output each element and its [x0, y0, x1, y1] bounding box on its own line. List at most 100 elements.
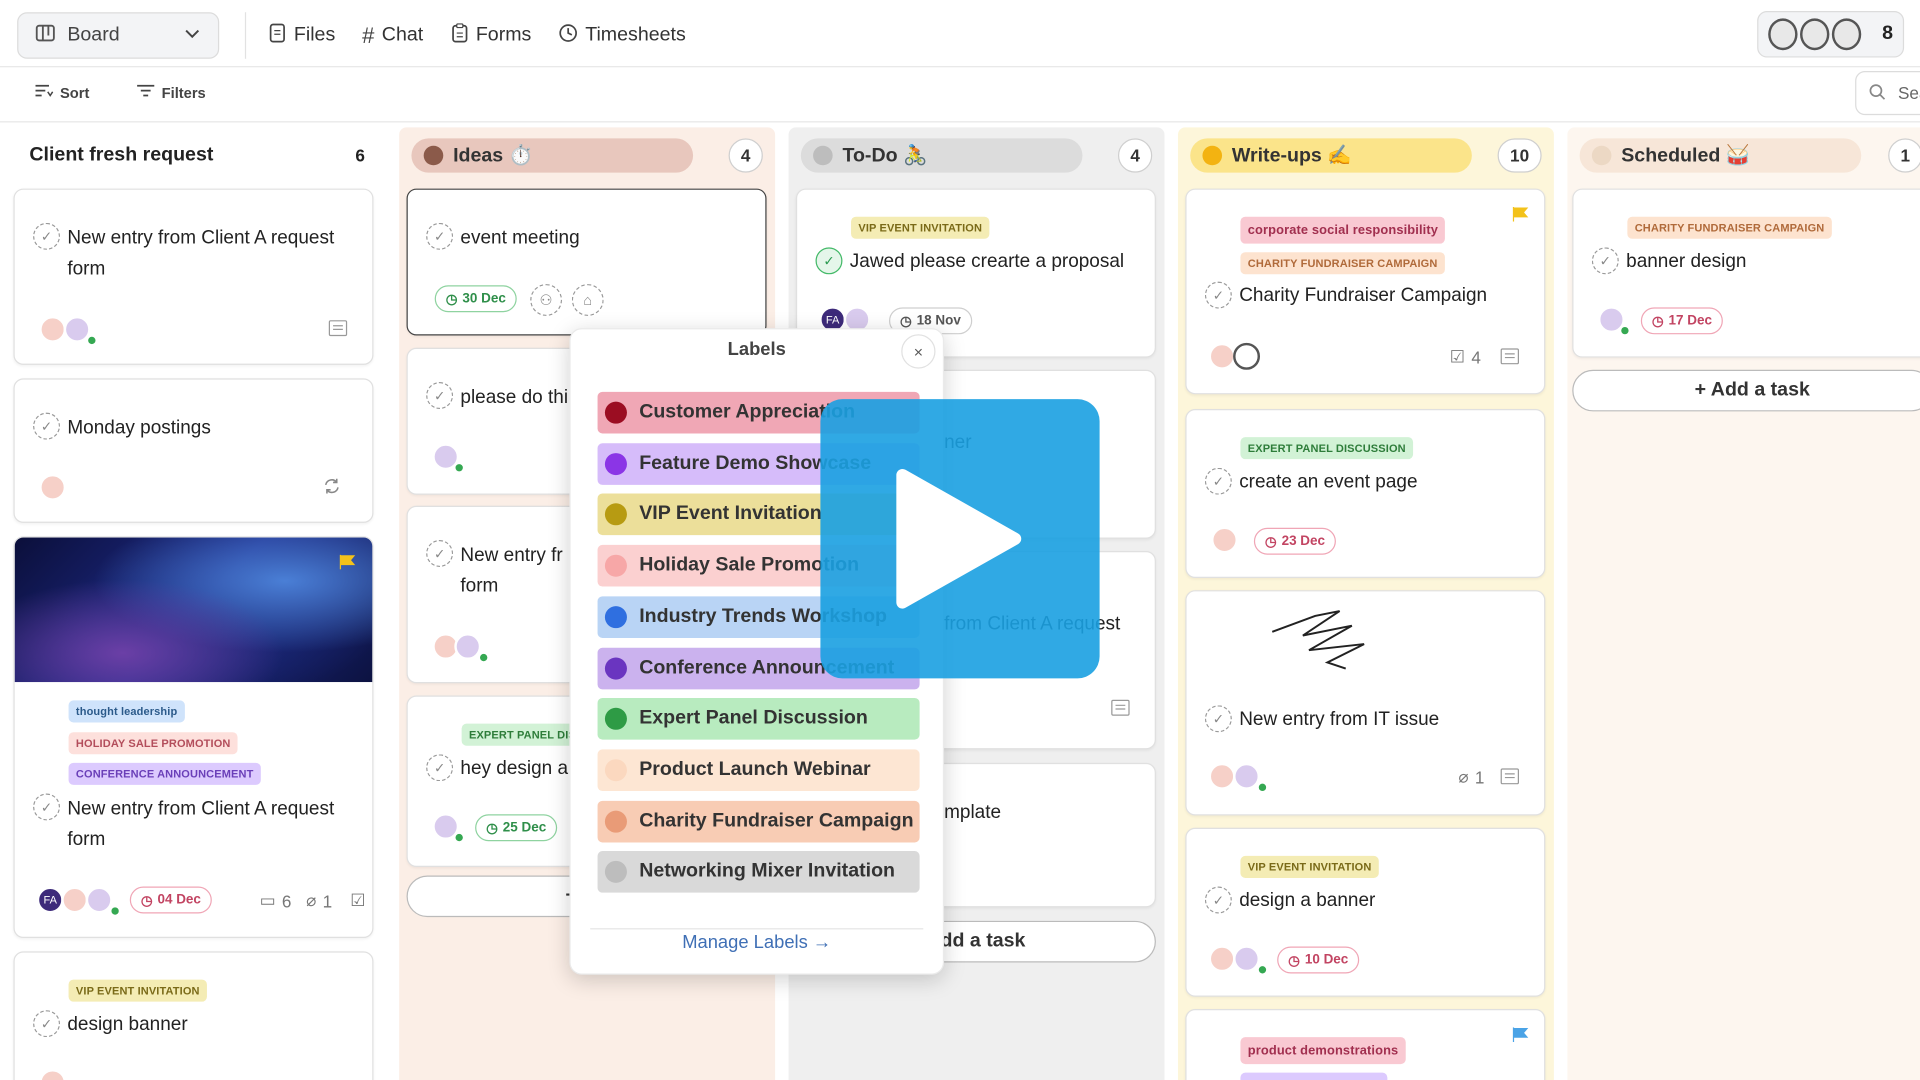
manage-labels-link[interactable]: Manage Labels → — [571, 932, 943, 953]
card-title: New entry from Client A request form — [67, 227, 335, 280]
column-title: Client fresh request — [29, 144, 214, 166]
task-card[interactable]: CHARITY FUNDRAISER CAMPAIGN ✓ banner des… — [1572, 188, 1920, 358]
task-card[interactable]: thought leadership HOLIDAY SALE PROMOTIO… — [13, 536, 374, 938]
attachments-count: ⌀ 1 — [306, 890, 332, 911]
attachments-count: ⌀ 1 — [1458, 767, 1484, 788]
checkmark-icon[interactable]: ✓ — [1204, 705, 1232, 733]
due-date[interactable]: ◷ 17 Dec — [1640, 307, 1723, 335]
task-card[interactable]: VIP EVENT INVITATION ✓ design banner — [13, 951, 374, 1080]
clock-icon — [558, 23, 578, 49]
label-option[interactable]: Product Launch Webinar — [597, 749, 920, 791]
column-pill[interactable]: Scheduled 🥁 — [1579, 138, 1862, 173]
avatar — [39, 473, 67, 501]
task-card[interactable]: ✓ New entry from Client A request form — [13, 188, 374, 365]
checkmark-icon[interactable]: ✓ — [1204, 281, 1232, 309]
nav-chat[interactable]: # Chat — [362, 23, 423, 49]
label-color-dot — [604, 605, 627, 628]
label-option[interactable]: Expert Panel Discussion — [597, 698, 920, 740]
checkmark-icon[interactable]: ✓ — [426, 540, 454, 567]
due-date-text: 18 Nov — [916, 313, 961, 329]
nav-timesheets[interactable]: Timesheets — [558, 23, 686, 49]
label-color-dot — [604, 452, 627, 475]
online-indicator — [86, 335, 97, 346]
checkmark-icon[interactable]: ✓ — [1204, 886, 1232, 914]
checkmark-icon[interactable]: ✓ — [426, 754, 454, 782]
members-button[interactable]: 8 — [1757, 11, 1905, 58]
avatar — [1831, 18, 1862, 51]
assign-user-icon[interactable]: ⚇ — [530, 284, 563, 316]
due-date[interactable]: ◷ 30 Dec — [434, 285, 517, 313]
checkmark-icon[interactable]: ✓ — [1204, 467, 1232, 495]
label-option[interactable]: Networking Mixer Invitation — [597, 851, 920, 894]
video-play-button[interactable] — [820, 399, 1100, 679]
column-pill[interactable]: To-Do 🚴 — [800, 138, 1083, 173]
due-date-text: 17 Dec — [1668, 313, 1712, 329]
flag-icon[interactable] — [339, 554, 356, 570]
task-card[interactable]: ✓ New entry from IT issue ⌀ 1 — [1185, 590, 1546, 816]
checkmark-icon[interactable]: ✓ — [815, 247, 843, 275]
due-date[interactable]: ◷ 10 Dec — [1277, 946, 1360, 974]
avatar — [1768, 18, 1798, 51]
hash-icon: # — [362, 22, 375, 48]
card-title: New entry from IT issue — [1239, 708, 1440, 730]
card-title: design a banner — [1239, 890, 1376, 912]
due-date[interactable]: ◷ 23 Dec — [1253, 527, 1337, 555]
checkmark-icon[interactable]: ✓ — [33, 222, 61, 250]
label-color-dot — [604, 810, 627, 833]
nav-forms[interactable]: Forms — [450, 22, 531, 49]
checklist-icon: ☑ — [350, 890, 366, 910]
online-indicator — [1257, 782, 1268, 793]
filters-button[interactable]: Filters — [136, 82, 206, 103]
flag-icon[interactable] — [1512, 1027, 1529, 1043]
task-card[interactable]: VIP EVENT INVITATION ✓ design a banner ◷… — [1185, 827, 1546, 997]
column-client-fresh-request: Client fresh request 6 ✓ New entry from … — [0, 127, 390, 1080]
clock-icon: ◷ — [140, 893, 153, 908]
label-name: Holiday Sale Promotion — [639, 554, 860, 576]
due-date[interactable]: ◷ 25 Dec — [475, 814, 558, 842]
tag-icon[interactable]: ⌂ — [571, 284, 604, 316]
column-count: 4 — [1117, 138, 1153, 173]
card-title: New entry from Client A request form — [67, 798, 335, 850]
task-card[interactable]: EXPERT PANEL DISCUSSION ✓ create an even… — [1185, 408, 1546, 578]
nav-files[interactable]: Files — [268, 23, 335, 49]
label-name: Feature Demo Showcase — [639, 452, 872, 474]
close-icon[interactable]: × — [901, 334, 936, 369]
sort-button[interactable]: Sort — [34, 82, 89, 103]
nav-files-label: Files — [293, 24, 336, 46]
flag-icon[interactable] — [1512, 206, 1529, 222]
file-icon — [268, 23, 286, 49]
checkmark-icon[interactable]: ✓ — [33, 412, 61, 440]
label-color-dot — [604, 861, 627, 884]
card-title: Jawed please crearte a proposal — [849, 251, 1125, 272]
comments-count: ▭ 6 — [260, 890, 292, 911]
task-card[interactable]: ✓ event meeting ◷ 30 Dec ⚇ ⌂ — [406, 188, 767, 336]
view-selector[interactable]: Board — [17, 12, 220, 59]
column-pill[interactable]: Ideas ⏱️ — [411, 138, 694, 173]
repeat-icon — [323, 478, 340, 495]
label-tag: thought leadership — [68, 700, 185, 723]
popover-title: Labels — [727, 339, 786, 361]
paperclip-icon: ⌀ — [306, 890, 317, 910]
add-task-button[interactable]: + Add a task — [1572, 369, 1920, 412]
attachments-value: 1 — [1474, 767, 1485, 787]
clock-icon: ◷ — [1288, 953, 1300, 968]
top-bar: Board Files # Chat Forms Timesheets — [0, 0, 1920, 68]
label-tag: VIP EVENT INVITATION — [851, 216, 990, 239]
column-pill[interactable]: Write-ups ✍️ — [1190, 138, 1472, 173]
checkmark-icon[interactable]: ✓ — [426, 222, 454, 250]
checkmark-icon[interactable]: ✓ — [1591, 247, 1619, 275]
checkmark-icon[interactable]: ✓ — [33, 793, 61, 821]
task-card[interactable]: ✓ Monday postings — [13, 378, 374, 523]
checkmark-icon[interactable]: ✓ — [33, 1010, 61, 1038]
checkmark-icon[interactable]: ✓ — [426, 382, 454, 409]
column-title: To-Do 🚴 — [842, 145, 928, 167]
avatar — [1233, 342, 1261, 370]
due-date[interactable]: ◷ 04 Dec — [129, 886, 212, 914]
column-color-dot — [813, 145, 833, 166]
task-card[interactable]: VIP EVENT INVITATION ✓ Jawed please crea… — [795, 188, 1156, 358]
label-option[interactable]: Charity Fundraiser Campaign — [597, 800, 920, 842]
task-card[interactable]: product demonstrations — [1185, 1008, 1546, 1080]
task-card[interactable]: corporate social responsibility CHARITY … — [1185, 188, 1546, 395]
online-indicator — [478, 652, 489, 663]
search-box[interactable]: Sea — [1855, 71, 1920, 116]
